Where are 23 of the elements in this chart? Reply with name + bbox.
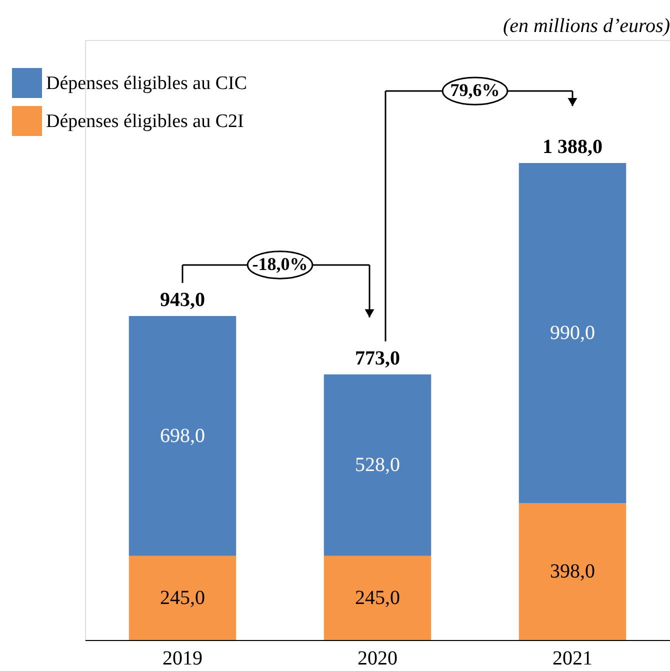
total-label: 773,0 xyxy=(355,347,400,370)
bar xyxy=(128,556,236,640)
data-label: 528,0 xyxy=(355,454,400,476)
annotation: -18,0% xyxy=(252,254,308,274)
total-label: 1 388,0 xyxy=(542,136,602,158)
legend-label: Dépenses éligibles au C2I xyxy=(46,111,244,132)
data-label: 245,0 xyxy=(160,586,205,609)
bar xyxy=(128,316,236,556)
x-tick-label: 2019 xyxy=(162,648,202,670)
bar xyxy=(518,163,626,504)
bar xyxy=(518,503,626,640)
legend-label: Dépenses éligibles au CIC xyxy=(46,73,248,94)
data-label: 990,0 xyxy=(550,322,595,344)
x-tick-label: 2021 xyxy=(552,648,592,670)
data-label: 698,0 xyxy=(160,424,205,447)
chart-subtitle: (en millions d’euros) xyxy=(502,15,670,37)
bar xyxy=(324,556,432,640)
text: 79,6% xyxy=(450,80,500,100)
total-label: 943,0 xyxy=(160,288,205,311)
data-label: 398,0 xyxy=(550,560,595,583)
x-tick-label: 2020 xyxy=(358,648,398,670)
data-label: 245,0 xyxy=(355,586,400,609)
bar xyxy=(324,374,432,556)
